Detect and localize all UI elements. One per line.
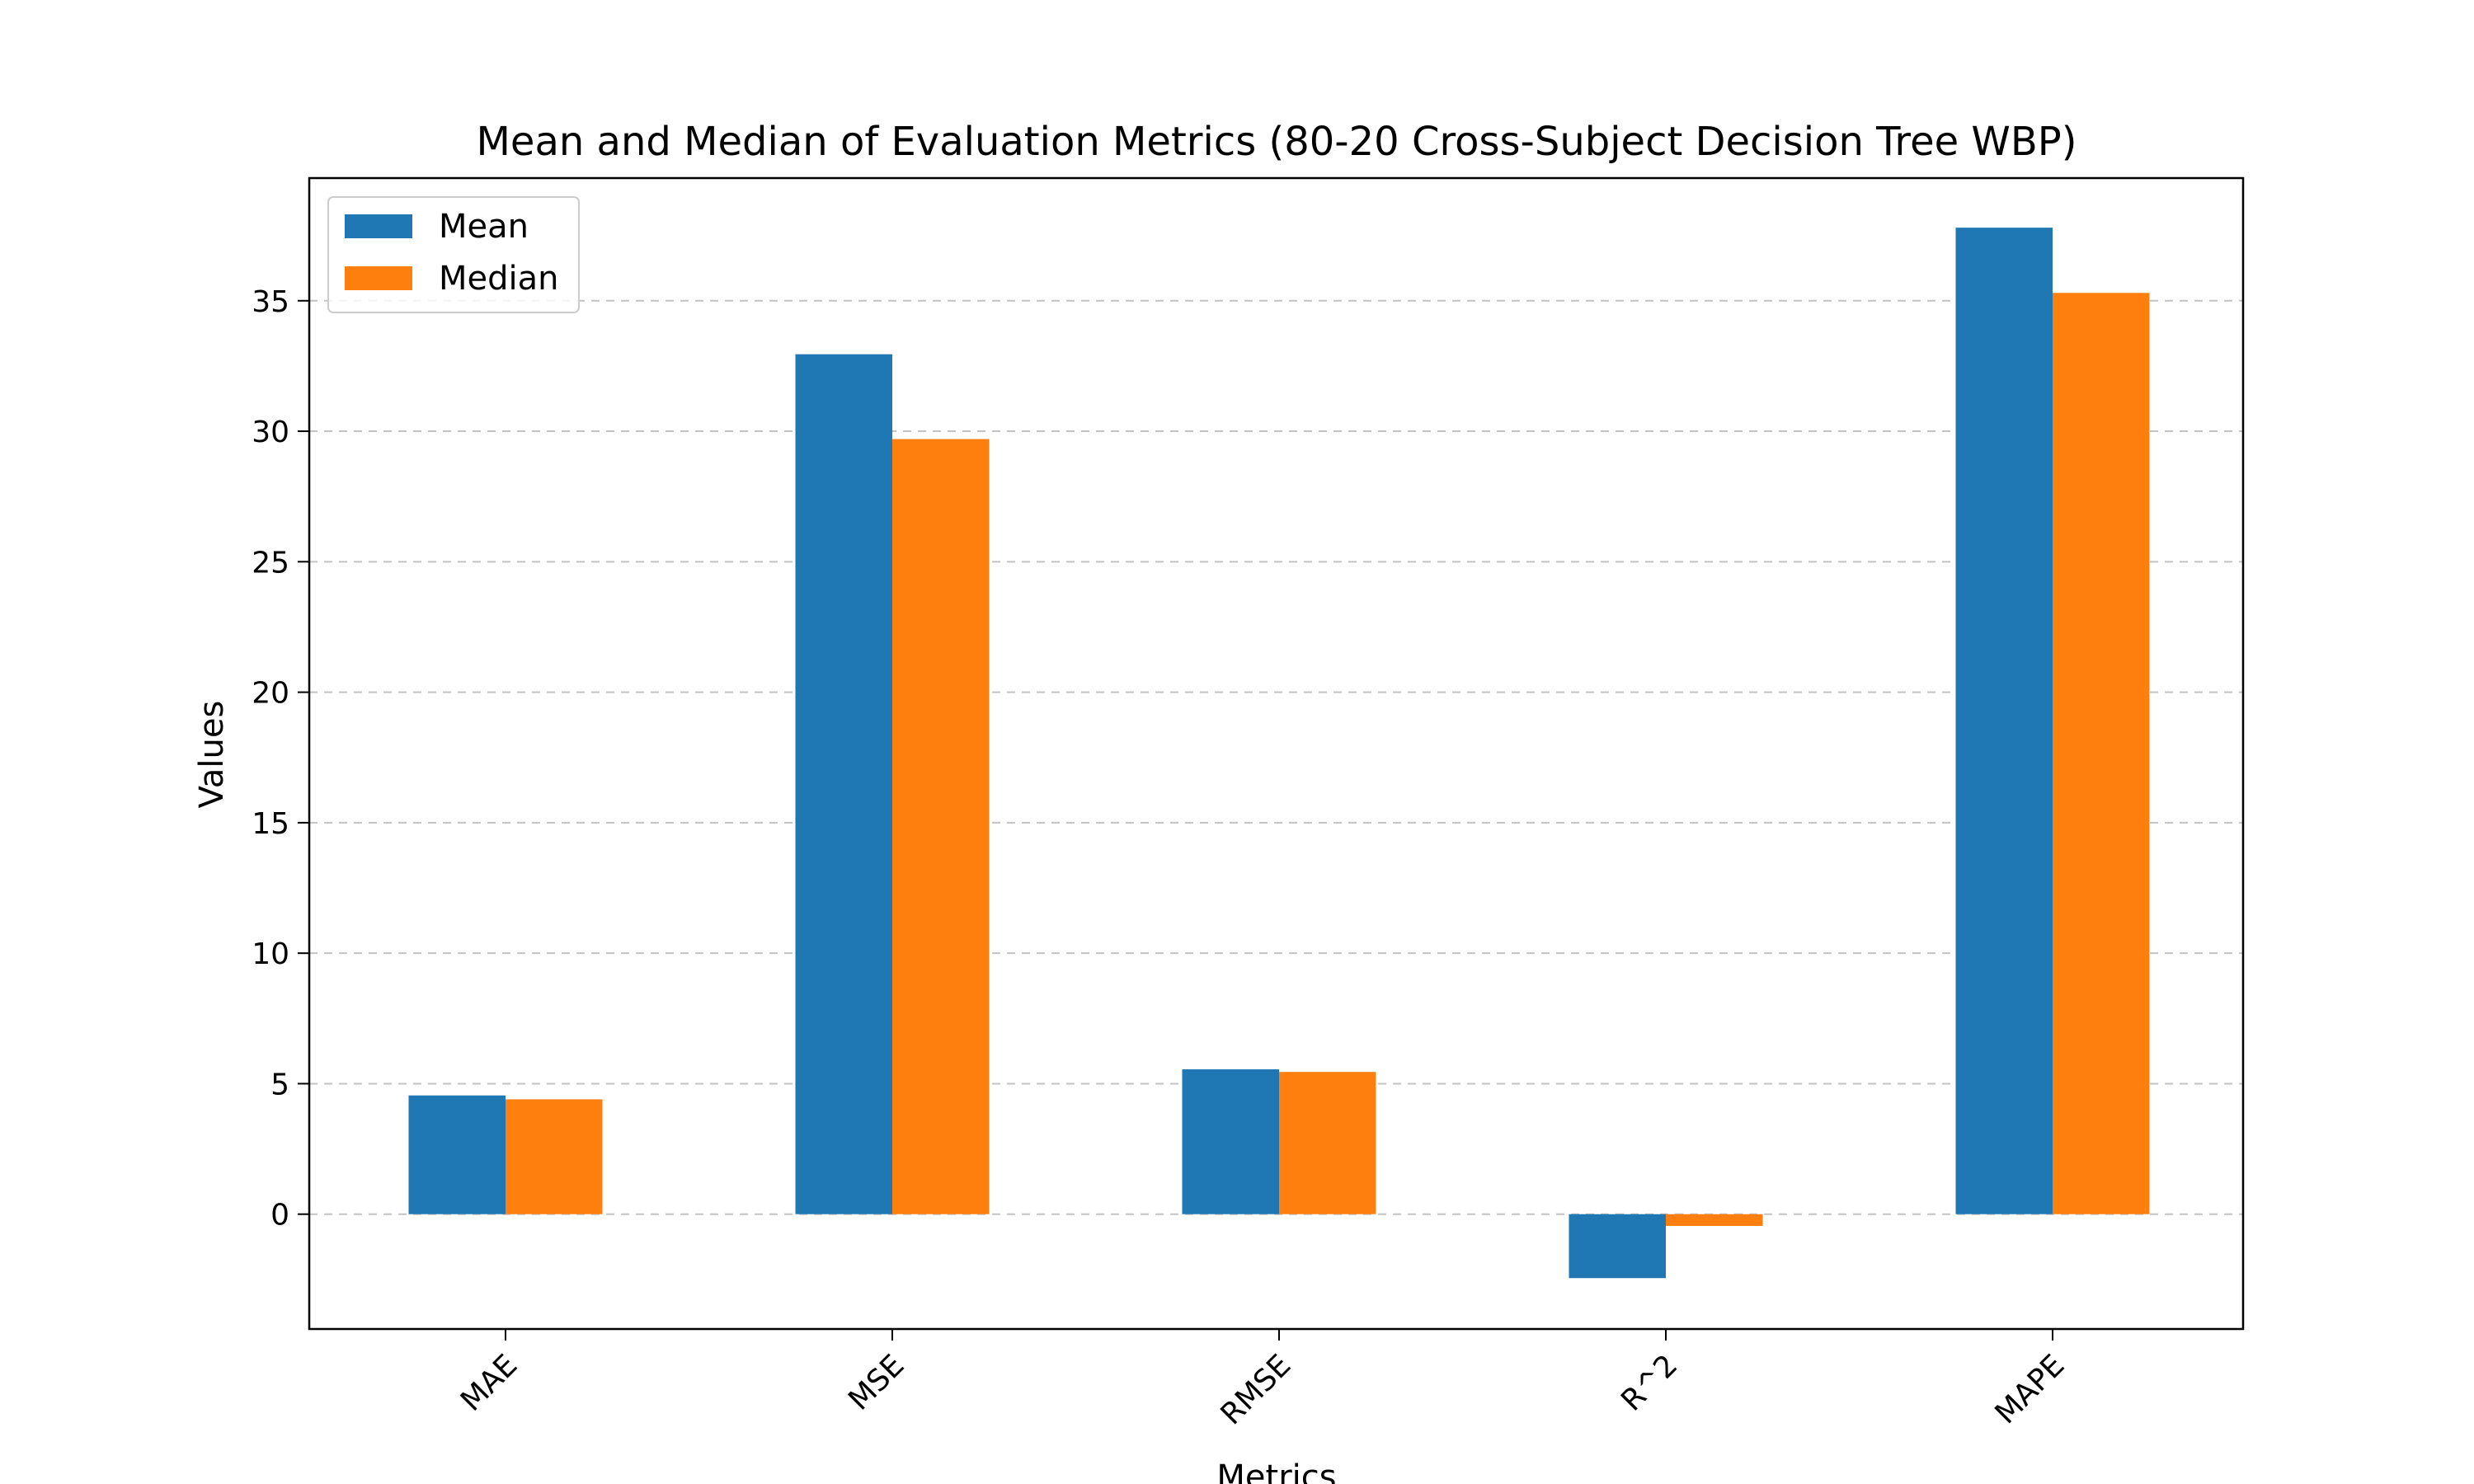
chart-title: Mean and Median of Evaluation Metrics (8… [477,119,2077,165]
y-tick-label: 35 [252,285,289,319]
bar-median-r2 [1666,1214,1763,1226]
legend-swatch-median [345,266,412,290]
legend-label-median: Median [439,260,559,298]
x-tick-label: RMSE [1215,1348,1298,1431]
y-tick-label: 5 [270,1068,289,1101]
bars [408,228,2150,1279]
y-tick-label: 15 [252,807,289,841]
y-tick-label: 10 [252,937,289,971]
x-tick-label: MAPE [1989,1348,2072,1430]
bar-median-mape [2053,293,2150,1214]
y-axis-label: Values [193,701,231,809]
x-tick-label: MAE [454,1348,524,1417]
bar-mean-r2 [1569,1214,1666,1279]
legend: Mean Median [327,196,580,313]
x-tick-label: MSE [842,1348,910,1416]
legend-label-mean: Mean [439,208,529,246]
legend-swatch-mean [345,214,412,238]
bar-median-mse [892,439,990,1214]
bar-median-mae [506,1099,603,1214]
bar-mean-mse [795,354,892,1214]
y-axis-ticks: 0 5 10 15 20 25 30 35 [252,285,309,1233]
x-axis-ticks: MAE MSE RMSE R^2 MAPE [454,1329,2071,1431]
bar-mean-mae [408,1095,506,1214]
y-tick-label: 0 [270,1199,289,1233]
y-tick-label: 30 [252,416,289,449]
plot-frame [308,176,2245,1331]
bar-mean-mape [1955,228,2053,1214]
y-tick-label: 20 [252,677,289,711]
x-tick-label: R^2 [1615,1348,1684,1417]
y-tick-label: 25 [252,546,289,580]
x-axis-label: Metrics [1216,1458,1336,1484]
bar-median-rmse [1279,1072,1376,1214]
bar-mean-rmse [1182,1069,1279,1214]
